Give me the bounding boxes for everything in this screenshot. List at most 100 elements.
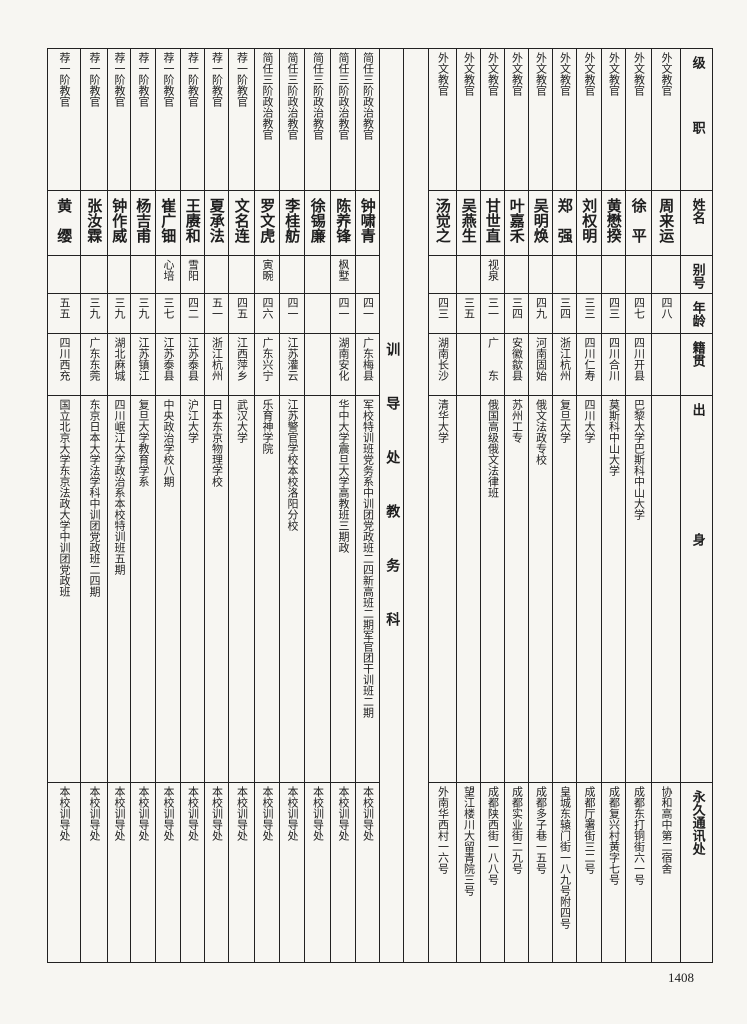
staff-address: 本校训导处 xyxy=(47,782,81,963)
staff-address: 本校训导处 xyxy=(279,782,305,963)
staff-origin-text: 浙江杭州 xyxy=(210,337,224,381)
staff-address-text: 望江楼川大留青院三号 xyxy=(462,786,476,896)
staff-rank: 外文教官 xyxy=(576,48,602,191)
staff-origin: 江苏灌云 xyxy=(279,333,305,396)
staff-origin-text: 四川开县 xyxy=(632,337,646,381)
staff-address: 望江楼川大留青院三号 xyxy=(456,782,481,963)
staff-alias xyxy=(80,255,108,294)
staff-address: 外南华西村一六号 xyxy=(428,782,457,963)
staff-origin: 四川开县 xyxy=(625,333,652,396)
staff-address-text: 本校训导处 xyxy=(186,786,200,841)
staff-alias xyxy=(504,255,529,294)
staff-rank: 荐一阶教官 xyxy=(155,48,181,191)
header-origin: 籍贯 xyxy=(680,333,713,396)
staff-name-text: 徐 平 xyxy=(629,198,648,243)
staff-rank-text: 外文教官 xyxy=(632,52,646,96)
staff-origin-text: 江西萍乡 xyxy=(235,337,249,381)
staff-age xyxy=(304,293,331,334)
staff-origin-text: 湖北麻城 xyxy=(113,337,127,381)
staff-origin: 安徽歙县 xyxy=(504,333,529,396)
staff-rank-text: 荐一阶教官 xyxy=(210,52,224,107)
staff-address: 本校训导处 xyxy=(330,782,356,963)
staff-rank-text: 简任三阶政治教官 xyxy=(286,52,300,140)
staff-name: 罗文虎 xyxy=(254,190,280,256)
header-alias: 别号 xyxy=(680,255,713,294)
staff-education: 四川大学 xyxy=(576,395,602,783)
staff-address-text: 皇城东辕门街一八九号附四号 xyxy=(558,786,572,929)
header-origin-text: 籍贯 xyxy=(689,341,705,367)
staff-rank: 外文教官 xyxy=(528,48,553,191)
staff-name-text: 钟作威 xyxy=(110,198,129,243)
staff-address-text: 本校训导处 xyxy=(88,786,102,841)
staff-address-text: 成都陕西街一八八号 xyxy=(486,786,500,885)
staff-age: 四八 xyxy=(651,293,681,334)
staff-name: 夏承法 xyxy=(204,190,229,256)
staff-address-text: 本校训导处 xyxy=(235,786,249,841)
staff-origin xyxy=(651,333,681,396)
staff-name: 崔广钿 xyxy=(155,190,181,256)
staff-origin: 湖南长沙 xyxy=(428,333,457,396)
staff-alias xyxy=(130,255,156,294)
staff-age: 五五 xyxy=(47,293,81,334)
staff-name: 王赓和 xyxy=(180,190,205,256)
staff-age: 四六 xyxy=(254,293,280,334)
staff-age: 三三 xyxy=(576,293,602,334)
staff-origin: 四川仁寿 xyxy=(576,333,602,396)
staff-age-text: 三四 xyxy=(558,297,572,319)
staff-address: 本校训导处 xyxy=(130,782,156,963)
staff-age: 三九 xyxy=(130,293,156,334)
staff-name-text: 吴明焕 xyxy=(531,198,550,243)
staff-name: 黄 缨 xyxy=(47,190,81,256)
staff-rank-text: 荐一阶教官 xyxy=(162,52,176,107)
staff-rank-text: 外文教官 xyxy=(510,52,524,96)
staff-address-text: 成都东打铜街六一号 xyxy=(632,786,646,885)
staff-education-text: 俄文法政专校 xyxy=(534,399,548,465)
spacer-column xyxy=(403,48,429,963)
staff-alias xyxy=(355,255,380,294)
staff-name-text: 张汝霖 xyxy=(85,198,104,243)
staff-age-text: 四五 xyxy=(235,297,249,319)
staff-origin: 浙江杭州 xyxy=(552,333,577,396)
staff-education: 莫斯科中山大学 xyxy=(601,395,626,783)
staff-origin-text: 湖南安化 xyxy=(337,337,351,381)
staff-name-text: 夏承法 xyxy=(207,198,226,243)
staff-rank: 荐一阶教官 xyxy=(107,48,131,191)
staff-education: 四川岷江大学政治系本校特训班五期 xyxy=(107,395,131,783)
staff-rank-text: 简任三阶政治教官 xyxy=(361,52,375,140)
staff-address: 本校训导处 xyxy=(355,782,380,963)
staff-name-text: 杨吉甫 xyxy=(134,198,153,243)
staff-age-text: 四二 xyxy=(186,297,200,319)
staff-age-text: 四六 xyxy=(261,297,275,319)
staff-origin-text: 河南固始 xyxy=(534,337,548,381)
staff-origin: 江苏泰县 xyxy=(180,333,205,396)
staff-origin: 江西萍乡 xyxy=(228,333,255,396)
staff-education: 巴黎大学巴斯科中山大学 xyxy=(625,395,652,783)
staff-origin: 江苏镇江 xyxy=(130,333,156,396)
staff-origin: 四川西充 xyxy=(47,333,81,396)
header-name-text: 姓名 xyxy=(689,198,705,224)
staff-education-text: 清华大学 xyxy=(436,399,450,443)
staff-address-text: 本校训导处 xyxy=(337,786,351,841)
staff-education-text: 复旦大学 xyxy=(558,399,572,443)
staff-origin-text: 四川合川 xyxy=(607,337,621,381)
staff-address: 皇城东辕门街一八九号附四号 xyxy=(552,782,577,963)
staff-education-text: 东京日本大学法学科中训团党政班二四期 xyxy=(88,399,102,597)
header-rank: 级 职 xyxy=(680,48,713,191)
staff-name-text: 黄 缨 xyxy=(55,198,74,243)
staff-alias xyxy=(47,255,81,294)
staff-address: 本校训导处 xyxy=(180,782,205,963)
staff-rank: 外文教官 xyxy=(480,48,505,191)
header-rank-text: 级 职 xyxy=(689,56,705,134)
staff-address: 本校训导处 xyxy=(304,782,331,963)
staff-age: 三七 xyxy=(155,293,181,334)
staff-education-text: 武汉大学 xyxy=(235,399,249,443)
staff-address-text: 本校训导处 xyxy=(137,786,151,841)
staff-age: 四一 xyxy=(330,293,356,334)
staff-alias-text: 枫墅 xyxy=(337,259,351,281)
staff-education-text: 巴黎大学巴斯科中山大学 xyxy=(632,399,646,520)
staff-rank-text: 外文教官 xyxy=(558,52,572,96)
staff-age: 三五 xyxy=(456,293,481,334)
staff-origin-text: 江苏泰县 xyxy=(186,337,200,381)
staff-address: 本校训导处 xyxy=(107,782,131,963)
staff-age: 三四 xyxy=(504,293,529,334)
